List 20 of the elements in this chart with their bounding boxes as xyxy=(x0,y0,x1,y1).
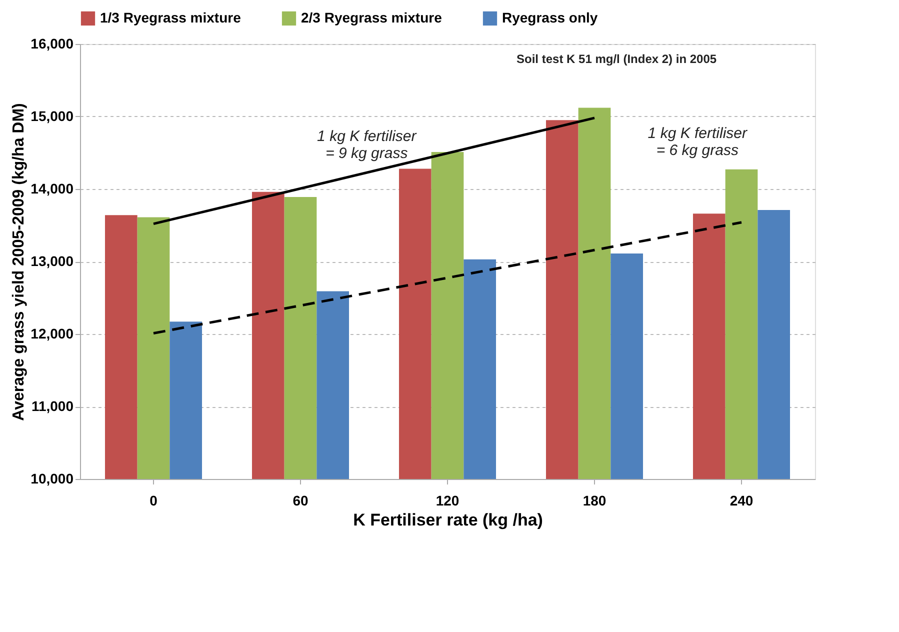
y-tick-label: 10,000 xyxy=(30,470,74,486)
x-tick-label: 180 xyxy=(582,492,606,508)
x-tick-label: 60 xyxy=(292,492,308,508)
y-tick-label: 12,000 xyxy=(30,326,74,342)
y-tick-label: 13,000 xyxy=(30,253,74,269)
legend-label: Ryegrass only xyxy=(502,9,598,26)
annotation: Soil test K 51 mg/l (Index 2) in 2005 xyxy=(516,52,717,66)
y-axis-title: Average grass yield 2005-2009 (kg/ha DM) xyxy=(10,103,28,421)
y-tick-label: 11,000 xyxy=(31,398,74,414)
annotation: 1 kg K fertiliser = 6 kg grass xyxy=(648,125,748,159)
legend-label: 2/3 Ryegrass mixture xyxy=(301,9,442,26)
y-tick-label: 15,000 xyxy=(30,108,74,124)
y-tick-label: 16,000 xyxy=(30,36,74,52)
x-tick-label: 120 xyxy=(436,492,460,508)
x-axis-title: K Fertiliser rate (kg /ha) xyxy=(353,510,543,530)
x-tick-label: 240 xyxy=(730,492,754,508)
legend-label: 1/3 Ryegrass mixture xyxy=(100,9,242,26)
x-tick-label: 0 xyxy=(150,492,158,508)
y-tick-label: 14,000 xyxy=(30,180,74,196)
annotation: 1 kg K fertiliser = 9 kg grass xyxy=(317,128,418,162)
